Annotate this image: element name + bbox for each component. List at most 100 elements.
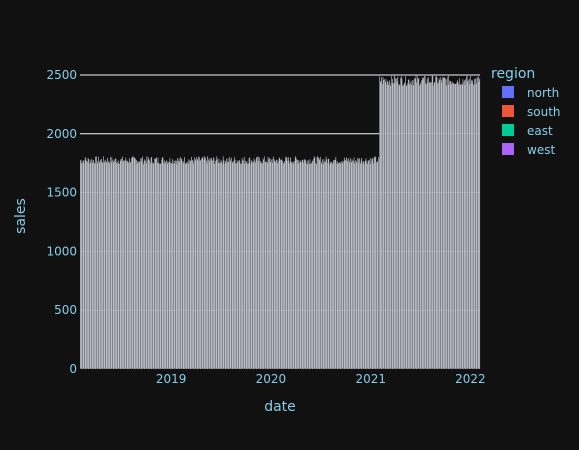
bar [180,158,182,370]
bar [109,163,111,370]
bar [145,163,147,370]
bar [387,81,389,370]
bar [300,161,302,370]
bar [191,159,193,370]
bar [371,158,373,370]
bar [379,81,381,370]
bar [261,162,263,370]
bar [193,163,195,370]
bar [362,160,364,370]
bar [180,156,181,370]
legend-item-west[interactable]: west [502,143,555,157]
bar [111,156,113,370]
bar [426,78,428,370]
y-tick-label: 2000 [46,127,77,141]
bar [442,76,444,370]
bar [302,159,304,370]
bar [368,160,370,370]
bar [439,79,441,370]
legend-item-north[interactable]: north [502,86,559,100]
bar [455,83,457,370]
bar [135,159,137,370]
bar [384,81,386,370]
legend-item-east[interactable]: east [502,124,553,138]
bar [79,160,81,370]
bar [163,160,165,370]
bar [465,79,467,370]
bar [371,160,372,370]
bar [287,157,289,370]
bar [297,163,299,370]
legend-item-south[interactable]: south [502,105,561,119]
bar [188,159,190,370]
bar [207,156,209,370]
bar [432,75,434,370]
y-tick-label: 500 [54,303,77,317]
bar [99,160,101,370]
bar [458,78,460,370]
bar [435,76,437,370]
bar [419,85,420,370]
bar [159,163,160,370]
bar [259,157,260,370]
bar [83,159,85,370]
bar [229,156,230,370]
bar [110,162,112,370]
bar [201,157,203,370]
bar [194,156,195,370]
y-tick-label: 1000 [46,244,77,258]
bar [308,163,310,370]
bar [196,156,197,370]
bar [468,78,470,370]
bar [238,160,239,370]
bar [417,78,419,370]
bar [280,159,282,370]
bar [463,80,465,370]
bar [177,160,179,370]
bar [269,158,271,370]
bar [184,163,186,370]
bar [409,82,411,370]
bar [412,85,414,370]
bar [133,157,135,370]
bar [273,156,274,370]
bar [104,162,106,370]
bar [347,161,349,370]
bar [317,157,319,370]
bar [277,163,279,370]
bar [291,162,293,370]
bar [80,159,82,370]
bar [165,161,167,370]
bar [146,156,148,370]
bar [294,161,295,370]
bar [226,162,228,370]
bar [395,77,397,370]
bar [359,158,361,370]
bar [129,162,131,370]
bar [338,162,340,370]
bar [250,159,252,370]
bar [350,161,352,370]
bar [145,160,146,370]
bar [154,158,156,370]
bar [286,156,288,370]
bar [405,85,407,370]
bar [203,156,205,370]
bar [295,157,297,370]
bar [241,158,243,370]
bar [86,160,88,370]
bar [334,159,336,370]
bar [182,161,184,370]
bar [428,77,430,370]
bar [95,156,97,370]
bar [256,156,258,370]
bar [346,158,348,370]
bar [416,76,418,370]
bar [123,160,125,370]
bar [373,163,375,370]
bar [395,78,397,370]
bar [403,83,405,370]
bar [322,159,323,370]
bar [266,161,267,370]
bar [245,160,246,370]
